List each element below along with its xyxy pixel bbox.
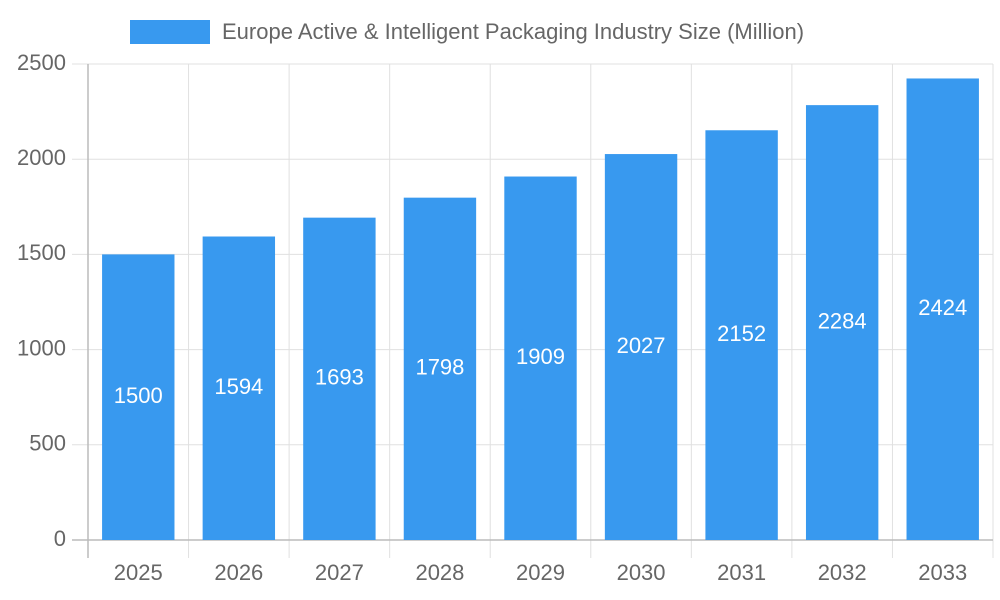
value-label: 2284 — [818, 308, 867, 333]
bar — [504, 176, 577, 540]
x-tick-label: 2025 — [114, 560, 163, 585]
x-tick-label: 2033 — [918, 560, 967, 585]
y-tick-label: 2000 — [17, 145, 66, 170]
y-tick-label: 0 — [54, 526, 66, 551]
bar — [102, 254, 175, 540]
value-label: 1798 — [415, 355, 464, 380]
bar — [403, 197, 477, 540]
x-tick-label: 2031 — [717, 560, 766, 585]
value-label: 1909 — [516, 344, 565, 369]
bar — [202, 236, 276, 541]
legend-swatch — [130, 20, 210, 44]
x-tick-label: 2026 — [214, 560, 263, 585]
value-label: 2424 — [918, 295, 967, 320]
bar — [906, 78, 979, 540]
value-label: 1693 — [315, 365, 364, 390]
value-label: 1594 — [214, 374, 263, 399]
x-tick-label: 2027 — [315, 560, 364, 585]
x-tick-label: 2030 — [617, 560, 666, 585]
y-tick-label: 1000 — [17, 335, 66, 360]
bar — [604, 154, 678, 540]
x-tick-label: 2028 — [415, 560, 464, 585]
bar — [805, 105, 879, 540]
y-tick-label: 500 — [29, 431, 66, 456]
legend-label: Europe Active & Intelligent Packaging In… — [222, 19, 804, 44]
bar — [705, 130, 778, 540]
y-tick-label: 1500 — [17, 240, 66, 265]
bar — [303, 217, 376, 540]
value-label: 1500 — [114, 383, 163, 408]
value-label: 2027 — [617, 333, 666, 358]
x-tick-label: 2032 — [818, 560, 867, 585]
y-tick-label: 2500 — [17, 50, 66, 75]
value-label: 2152 — [717, 321, 766, 346]
x-tick-label: 2029 — [516, 560, 565, 585]
